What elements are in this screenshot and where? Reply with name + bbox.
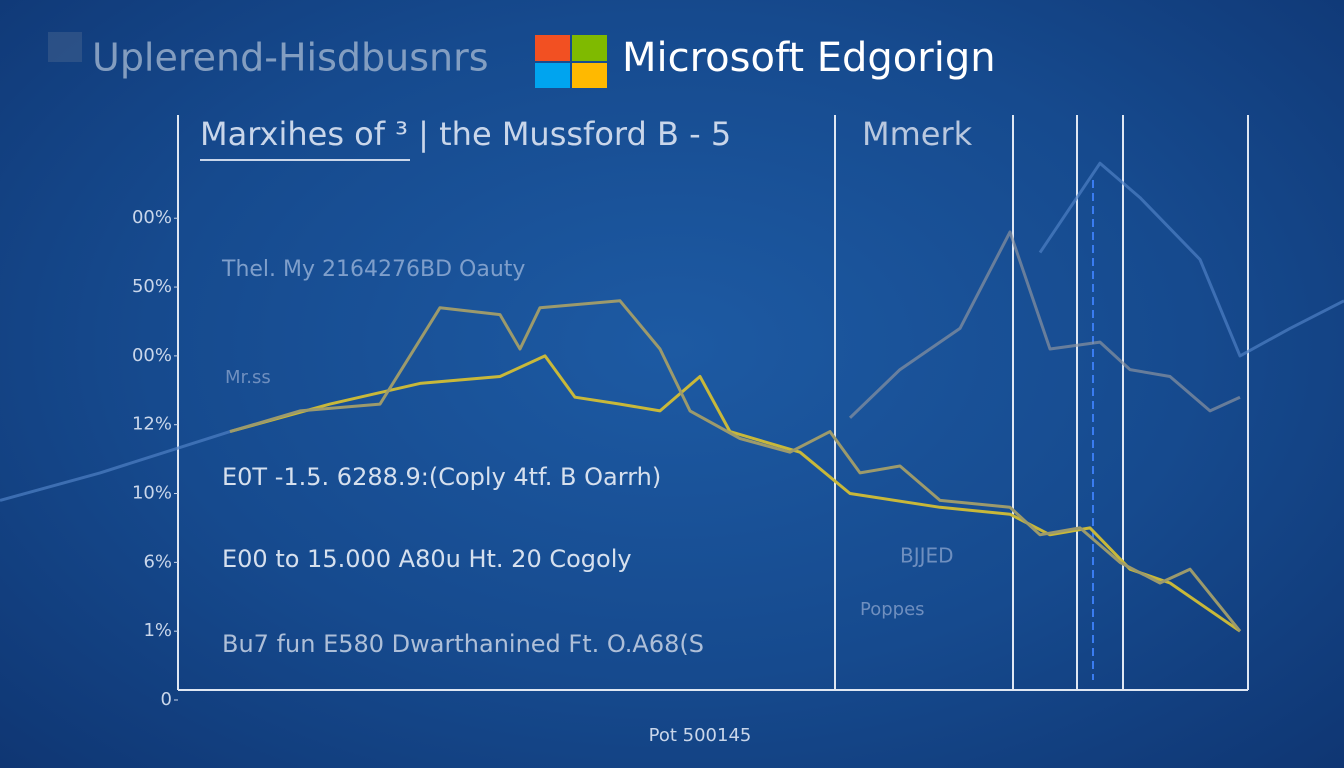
side-title: Mmerk: [862, 115, 973, 153]
y-tick-label: 50%: [132, 276, 172, 297]
x-axis-label: Pot 500145: [649, 725, 752, 746]
annotation: Mr.ss: [225, 367, 271, 388]
annotation: Bu7 fun E580 Dwarthanined Ft. O.A68(S: [222, 630, 704, 658]
y-tick-label: 6%: [143, 551, 172, 572]
series-line: [848, 230, 1241, 419]
y-tick-label: 0: [161, 689, 172, 710]
series-line: [229, 299, 1242, 633]
faded-icon: [48, 32, 82, 62]
y-tick-label: 12%: [132, 414, 172, 435]
annotation: Poppes: [860, 599, 925, 620]
logo: [535, 35, 607, 88]
chart-title: Marxihes of ³ | the Mussford B - 5: [200, 115, 731, 153]
annotation: Thel. My 2164276BD Oauty: [221, 257, 525, 282]
annotation: E0T -1.5. 6288.9:(Coply 4tf. B Oarrh): [222, 463, 661, 491]
annotation: E00 to 15.000 A80u Ht. 20 Cogoly: [222, 545, 632, 573]
annotation: BJJED: [900, 544, 954, 568]
series-line: [229, 354, 1241, 633]
y-tick-label: 00%: [132, 345, 172, 366]
series-line: [0, 161, 1344, 502]
header-left-text: Uplerend-Hisdbusnrs: [92, 36, 489, 80]
y-tick-label: 1%: [143, 620, 172, 641]
y-tick-label: 00%: [132, 207, 172, 228]
dividers: [177, 115, 1249, 691]
y-tick-label: 10%: [132, 483, 172, 504]
brand: Microsoft Edgorign: [622, 35, 996, 81]
